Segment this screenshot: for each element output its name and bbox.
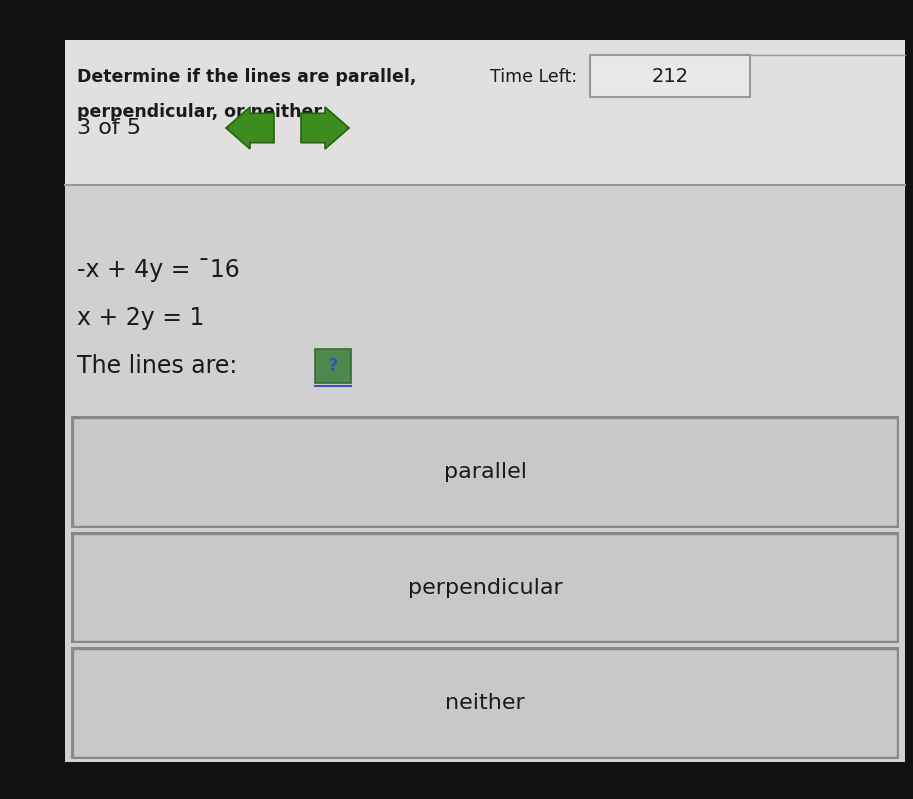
Bar xyxy=(73,650,897,757)
Text: neither: neither xyxy=(446,694,525,714)
Text: parallel: parallel xyxy=(444,462,527,482)
Bar xyxy=(73,418,897,526)
Text: perpendicular: perpendicular xyxy=(407,578,562,598)
Text: 212: 212 xyxy=(652,66,688,85)
Text: 3 of 5: 3 of 5 xyxy=(77,118,142,138)
Bar xyxy=(71,416,899,527)
Bar xyxy=(315,349,351,383)
Bar xyxy=(65,40,905,185)
Bar xyxy=(73,534,897,642)
Text: x + 2y = 1: x + 2y = 1 xyxy=(77,306,205,330)
Text: -x + 4y = ¯16: -x + 4y = ¯16 xyxy=(77,258,240,282)
Bar xyxy=(590,55,750,97)
Text: ?: ? xyxy=(328,357,338,375)
Text: perpendicular, or neither.: perpendicular, or neither. xyxy=(77,103,326,121)
Polygon shape xyxy=(226,107,274,149)
Bar xyxy=(71,531,899,643)
Text: Determine if the lines are parallel,: Determine if the lines are parallel, xyxy=(77,68,416,86)
Bar xyxy=(71,647,899,759)
Text: The lines are:: The lines are: xyxy=(77,354,237,378)
Polygon shape xyxy=(301,107,349,149)
Text: Time Left:: Time Left: xyxy=(490,68,577,86)
